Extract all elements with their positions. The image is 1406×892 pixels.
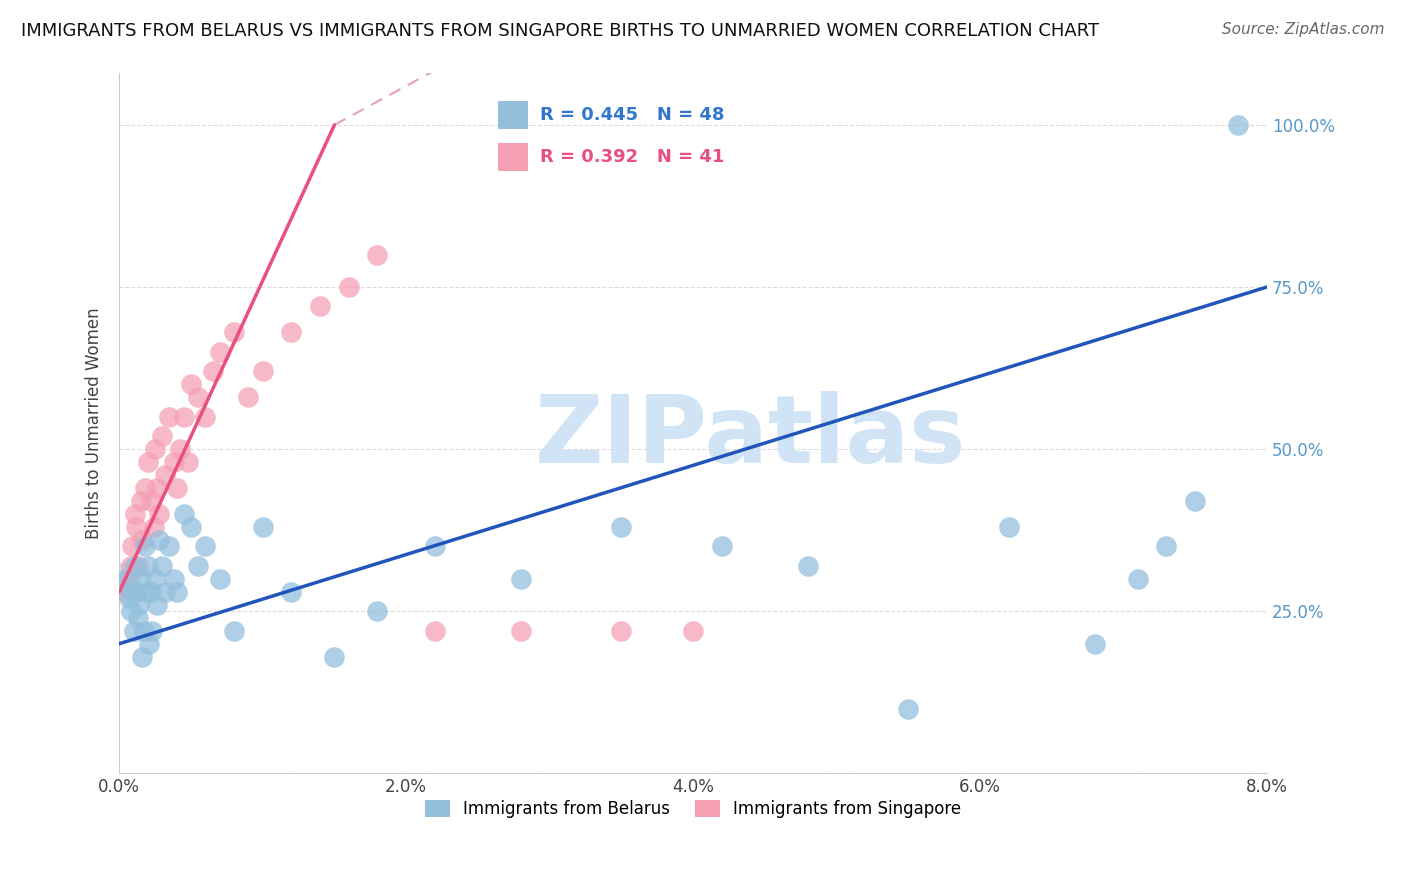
Point: [120, 558, 142, 573]
Point: [177, 455, 200, 469]
Point: [124, 558, 146, 573]
Point: [112, 572, 135, 586]
Point: [194, 409, 217, 424]
Point: [122, 624, 145, 638]
Point: [180, 520, 202, 534]
Point: [129, 572, 152, 586]
Point: [120, 604, 142, 618]
Point: [127, 611, 149, 625]
Point: [1126, 572, 1149, 586]
Point: [173, 507, 195, 521]
Legend: Immigrants from Belarus, Immigrants from Singapore: Immigrants from Belarus, Immigrants from…: [418, 793, 969, 824]
Point: [252, 520, 274, 534]
Point: [610, 520, 633, 534]
Y-axis label: Births to Unmarried Women: Births to Unmarried Women: [86, 308, 103, 539]
Point: [1227, 118, 1250, 132]
Point: [222, 326, 245, 340]
Point: [222, 624, 245, 638]
Point: [163, 455, 186, 469]
Point: [194, 540, 217, 554]
Point: [141, 624, 163, 638]
Point: [145, 481, 167, 495]
Point: [136, 455, 159, 469]
Point: [238, 390, 260, 404]
Point: [143, 572, 166, 586]
Point: [136, 558, 159, 573]
Point: [510, 572, 533, 586]
Point: [121, 540, 143, 554]
Point: [142, 520, 165, 534]
Point: [163, 572, 186, 586]
Point: [323, 649, 346, 664]
Point: [510, 624, 533, 638]
Point: [117, 572, 139, 586]
Point: [135, 584, 157, 599]
Point: [150, 558, 173, 573]
Point: [125, 520, 148, 534]
Point: [139, 584, 162, 599]
Point: [128, 598, 150, 612]
Point: [897, 701, 920, 715]
Point: [148, 507, 170, 521]
Point: [159, 409, 181, 424]
Point: [1184, 494, 1206, 508]
Text: ZIPatlas: ZIPatlas: [534, 392, 966, 483]
Point: [423, 624, 446, 638]
Point: [366, 247, 388, 261]
Point: [423, 540, 446, 554]
Point: [187, 390, 209, 404]
Point: [139, 494, 162, 508]
Point: [129, 494, 152, 508]
Point: [166, 481, 188, 495]
Point: [208, 572, 231, 586]
Point: [153, 468, 176, 483]
Point: [169, 442, 191, 457]
Point: [1156, 540, 1178, 554]
Point: [280, 326, 302, 340]
Point: [148, 533, 170, 547]
Point: [610, 624, 633, 638]
Point: [115, 572, 138, 586]
Point: [309, 300, 332, 314]
Point: [208, 344, 231, 359]
Point: [187, 558, 209, 573]
Point: [134, 481, 156, 495]
Point: [150, 429, 173, 443]
Point: [159, 540, 181, 554]
Point: [337, 280, 360, 294]
Point: [682, 624, 704, 638]
Point: [145, 598, 167, 612]
Point: [118, 591, 141, 606]
Point: [997, 520, 1019, 534]
Point: [153, 584, 176, 599]
Point: [280, 584, 302, 599]
Point: [1084, 637, 1107, 651]
Point: [131, 533, 153, 547]
Point: [125, 584, 148, 599]
Point: [122, 584, 145, 599]
Point: [132, 624, 155, 638]
Point: [797, 558, 820, 573]
Point: [138, 637, 160, 651]
Point: [366, 604, 388, 618]
Point: [173, 409, 195, 424]
Point: [252, 364, 274, 378]
Point: [143, 442, 166, 457]
Point: [180, 377, 202, 392]
Point: [114, 584, 136, 599]
Text: IMMIGRANTS FROM BELARUS VS IMMIGRANTS FROM SINGAPORE BIRTHS TO UNMARRIED WOMEN C: IMMIGRANTS FROM BELARUS VS IMMIGRANTS FR…: [21, 22, 1099, 40]
Point: [134, 540, 156, 554]
Point: [710, 540, 733, 554]
Point: [201, 364, 224, 378]
Point: [121, 584, 143, 599]
Point: [166, 584, 188, 599]
Point: [124, 507, 146, 521]
Point: [131, 649, 153, 664]
Point: [127, 558, 149, 573]
Text: Source: ZipAtlas.com: Source: ZipAtlas.com: [1222, 22, 1385, 37]
